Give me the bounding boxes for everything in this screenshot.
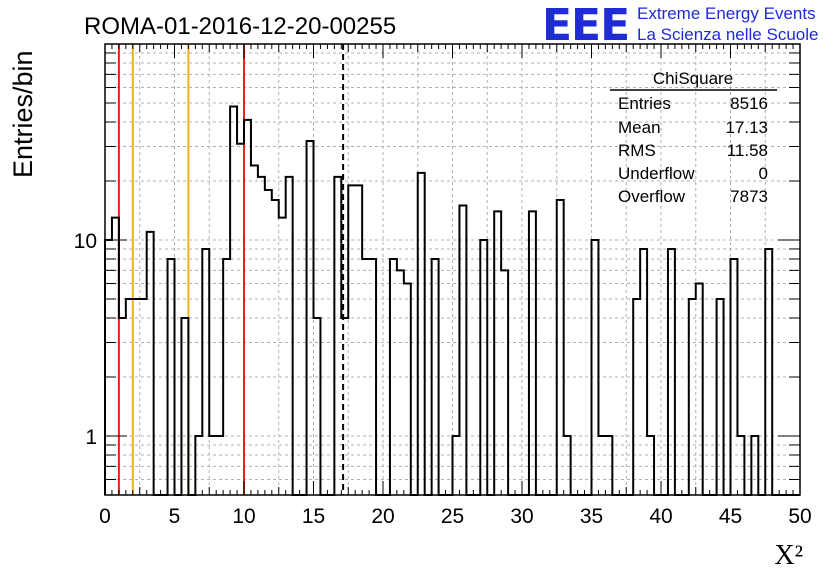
chart-title: ROMA-01-2016-12-20-00255 (84, 13, 396, 40)
histogram (104, 105, 800, 496)
y-tick-label: 1 (85, 426, 97, 449)
x-tick-label: 50 (788, 505, 811, 528)
logo-line-1: Extreme Energy Events (637, 4, 816, 23)
x-tick-label: 25 (441, 505, 464, 528)
stats-label-rms: RMS (618, 141, 656, 160)
logo-line-2: La Scienza nelle Scuole (637, 25, 818, 44)
x-tick-label: 15 (302, 505, 325, 528)
histogram-outline (104, 105, 800, 496)
eee-logo: EEE (542, 0, 629, 51)
stats-label-underflow: Underflow (618, 164, 695, 183)
axes: 0 5 10 15 20 25 30 35 40 45 50 1 10 (74, 43, 812, 528)
y-axis-label: Entries/bin (8, 50, 38, 178)
stats-title: ChiSquare (653, 69, 733, 88)
x-axis-label: X² (774, 540, 803, 571)
x-tick-label: 40 (649, 505, 672, 528)
stats-label-entries: Entries (618, 94, 671, 113)
stats-value-mean: 17.13 (725, 118, 768, 137)
stats-value-rms: 11.58 (727, 141, 768, 160)
stats-value-overflow: 7873 (730, 187, 768, 206)
stats-label-overflow: Overflow (618, 187, 686, 206)
x-tick-label: 30 (510, 505, 533, 528)
stats-value-underflow: 0 (759, 164, 768, 183)
x-tick-label: 45 (719, 505, 742, 528)
reference-lines (117, 44, 345, 495)
x-tick-label: 10 (232, 505, 255, 528)
stats-label-mean: Mean (618, 118, 661, 137)
x-tick-label: 20 (371, 505, 394, 528)
y-tick-label: 10 (74, 230, 97, 253)
stats-value-entries: 8516 (730, 94, 768, 113)
plot-frame (104, 43, 801, 496)
x-tick-label: 0 (99, 505, 111, 528)
stats-box: ChiSquare Entries 8516 Mean 17.13 RMS 11… (610, 69, 777, 206)
x-tick-label: 5 (169, 505, 181, 528)
x-tick-label: 35 (580, 505, 603, 528)
